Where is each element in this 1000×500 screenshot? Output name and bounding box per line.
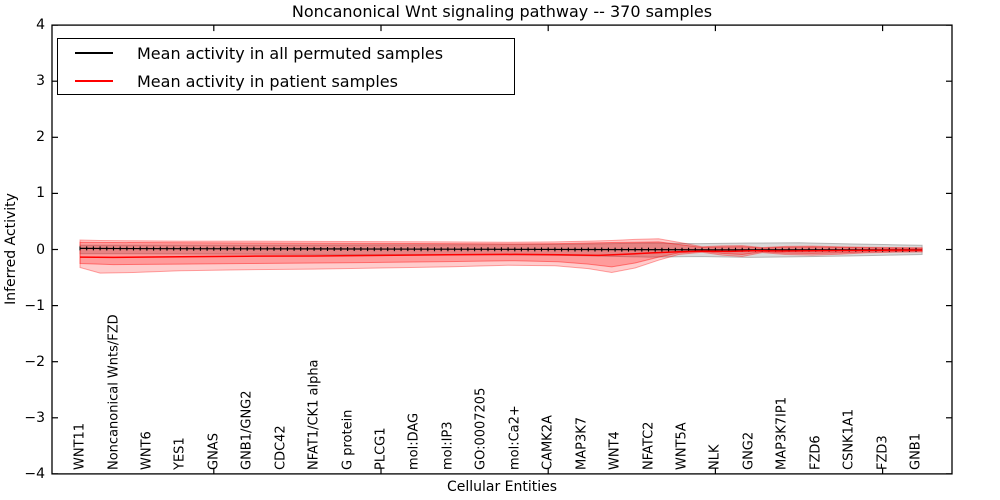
legend-item-permuted: Mean activity in all permuted samples — [58, 39, 514, 67]
x-tick-label: CSNK1A1 — [841, 408, 857, 470]
plot-border — [51, 24, 953, 475]
y-tick-label: −4 — [24, 466, 45, 482]
y-tick-label: 0 — [36, 242, 45, 258]
legend-label: Mean activity in patient samples — [137, 71, 398, 91]
y-tick-label: −2 — [24, 354, 45, 370]
x-tick-label: WNT4 — [607, 431, 623, 470]
x-tick-label: GO:0007205 — [473, 387, 489, 470]
x-tick-label: NFATC2 — [641, 421, 656, 470]
x-tick-label: Noncanonical Wnts/FZD — [106, 314, 121, 470]
y-tick-label: −3 — [24, 410, 45, 426]
y-tick-label: −1 — [24, 298, 45, 314]
y-tick-label: 4 — [36, 17, 45, 33]
x-tick-label: FZD6 — [808, 435, 824, 470]
x-tick-label: GNB1 — [908, 433, 924, 470]
x-tick-label: NLK — [707, 444, 723, 471]
permuted-line-sample — [75, 52, 113, 54]
patient-band-outer — [79, 238, 923, 274]
patient-line-sample — [75, 80, 113, 82]
x-tick-label: GNB1/GNG2 — [239, 390, 255, 470]
x-tick-label: G protein — [340, 409, 356, 470]
y-tick-label: 3 — [36, 73, 45, 89]
x-tick-label: GNG2 — [741, 431, 757, 470]
x-tick-label: MAP3K7 — [574, 416, 590, 470]
permuted-marker-ticks — [79, 246, 917, 252]
x-tick-label: YES1 — [172, 437, 188, 470]
legend-item-patient: Mean activity in patient samples — [58, 67, 514, 95]
x-tick-label: GNAS — [206, 433, 222, 470]
x-tick-label: WNT11 — [72, 422, 88, 470]
legend: Mean activity in all permuted samples Me… — [57, 38, 515, 95]
patient-mean-line — [79, 249, 923, 259]
x-tick-label: WNT6 — [139, 431, 155, 470]
x-tick-label: mol:IP3 — [440, 421, 456, 470]
chart-title: Noncanonical Wnt signaling pathway -- 37… — [291, 2, 713, 21]
x-tick-label: mol:Ca2+ — [507, 405, 523, 470]
x-tick-label: NFAT1/CK1 alpha — [306, 359, 322, 470]
x-tick-label: CAMK2A — [540, 415, 556, 470]
x-tick-label: FZD3 — [875, 435, 891, 470]
x-tick-label: mol:DAG — [406, 412, 422, 470]
legend-label: Mean activity in all permuted samples — [137, 43, 444, 63]
x-tick-label: MAP3K7IP1 — [774, 397, 790, 470]
x-tick-label: WNT5A — [674, 422, 690, 470]
x-tick-label: CDC42 — [273, 425, 289, 470]
x-axis-label: Cellular Entities — [446, 479, 558, 495]
y-tick-label: 1 — [36, 185, 45, 201]
x-tick-label: PLCG1 — [373, 427, 389, 470]
y-tick-label: 2 — [36, 129, 45, 145]
